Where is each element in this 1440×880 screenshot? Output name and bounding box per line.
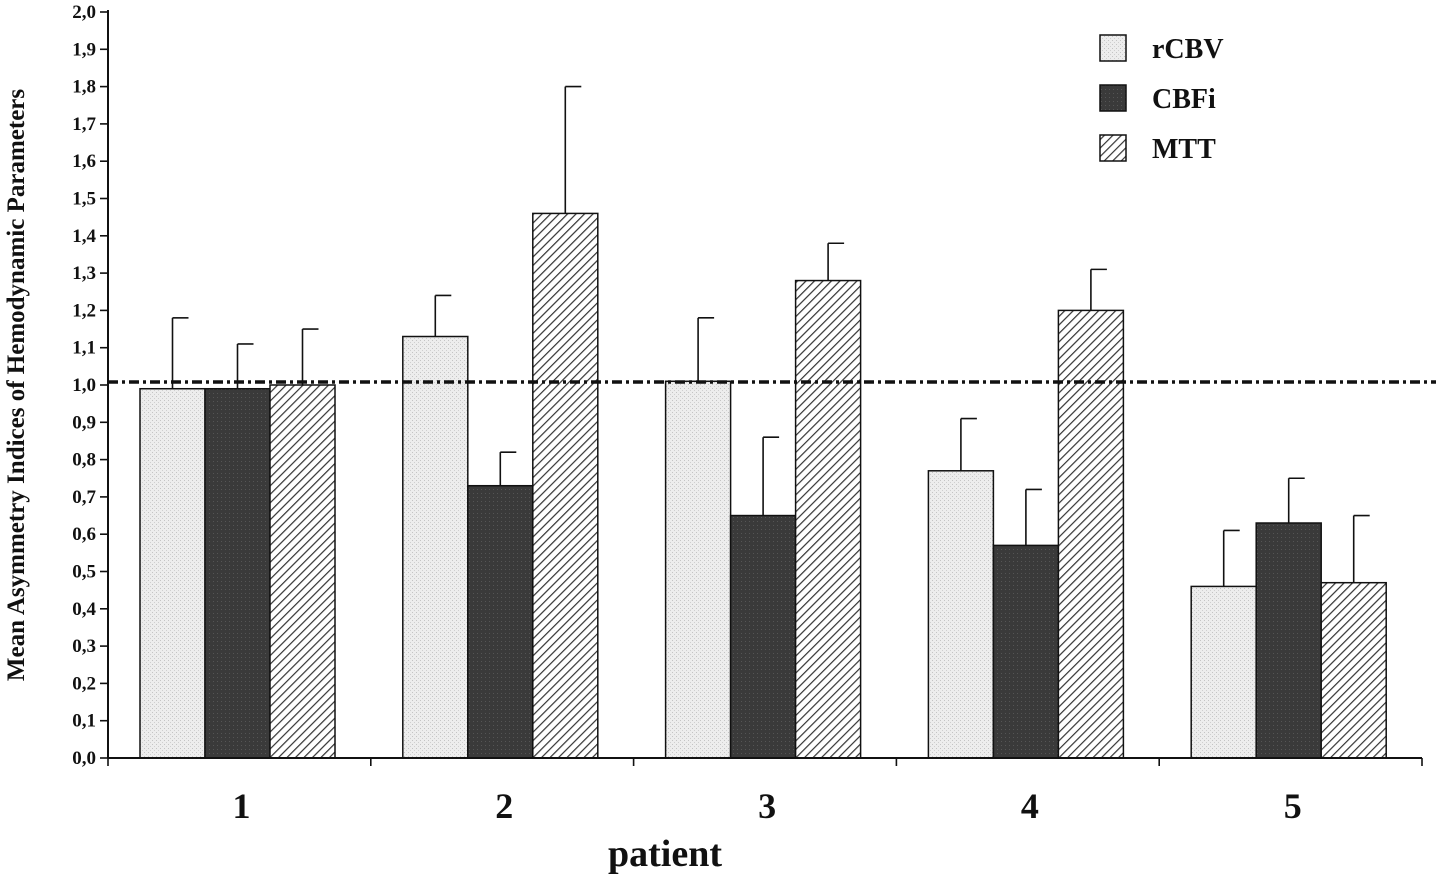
legend: rCBV CBFi MTT [1099,34,1224,165]
error-bar-mtt-patient-1 [301,328,319,385]
bar-mtt-patient-4 [1057,309,1125,759]
y-tick-label: 0,8 [72,450,96,471]
x-tick-label-patient-2: 2 [495,786,513,826]
x-tick-label-patient-1: 1 [233,786,251,826]
bar-rcbv-patient-4 [927,470,995,759]
bar-rcbv-patient-2 [402,335,469,759]
bar-cbfi-patient-1 [204,387,271,759]
error-bar-cbfi-patient-5 [1287,477,1305,524]
y-tick-label: 0,9 [72,412,96,433]
y-tick-label: 1,7 [72,114,96,135]
x-tick-label-patient-4: 4 [1021,786,1039,826]
error-bar-mtt-patient-5 [1352,514,1370,583]
y-tick-label: 0,5 [72,562,96,583]
error-bar-rcbv-patient-2 [434,294,452,337]
error-bar-mtt-patient-3 [827,242,845,281]
y-axis-label: Mean Asymmetry Indices of Hemodynamic Pa… [3,89,30,681]
y-tick-label: 0,7 [72,487,96,508]
error-bar-rcbv-patient-3 [697,317,715,382]
y-tick-label: 2,0 [72,2,96,23]
bar-cbfi-patient-2 [467,484,534,759]
y-tick-label: 1,3 [72,263,96,284]
y-tick-label: 1,6 [72,151,96,172]
bar-rcbv-patient-1 [139,387,206,759]
bar-mtt-patient-2 [532,212,599,759]
y-tick-label: 0,2 [72,673,96,694]
bar-mtt-patient-1 [269,384,336,759]
y-tick-label: 0,3 [72,636,96,657]
bars-layer [139,85,1387,759]
bar-mtt-patient-5 [1320,581,1387,759]
y-tick-label: 1,1 [72,338,96,359]
error-bar-rcbv-patient-1 [171,317,189,389]
bar-cbfi-patient-5 [1255,522,1322,759]
y-tick-label: 1,5 [72,189,96,210]
y-tick-label: 1,9 [72,39,96,60]
y-tick-label: 0,0 [72,748,96,769]
bar-rcbv-patient-3 [664,380,732,759]
legend-label-cbfi: CBFi [1152,84,1216,115]
error-bar-mtt-patient-2 [564,85,582,214]
y-tick-label: 1,2 [72,300,96,321]
error-bar-mtt-patient-4 [1090,268,1107,311]
axes-layer: 0,0 0,1 0,2 0,3 0,4 0,5 0,6 0,7 0,8 0,9 1,0 1,1 1,2 1… [72,2,1436,826]
legend-swatch-mtt [1099,134,1127,162]
y-tick-label: 1,0 [72,375,96,396]
y-tick-label: 0,6 [72,524,96,545]
y-tick-label: 1,4 [72,226,96,247]
legend-swatch-cbfi [1099,84,1127,112]
y-tick-label: 0,1 [72,711,96,732]
y-tick-label: 1,8 [72,77,96,98]
error-bar-cbfi-patient-3 [762,436,780,516]
x-tick-label-patient-5: 5 [1284,786,1302,826]
x-axis-label: patient [608,833,722,875]
bar-cbfi-patient-4 [992,544,1060,759]
error-bar-rcbv-patient-4 [960,417,977,471]
legend-label-mtt: MTT [1152,134,1216,165]
error-bar-rcbv-patient-5 [1222,529,1240,587]
y-tick-label: 0,4 [72,599,96,620]
error-bar-cbfi-patient-2 [499,451,517,486]
error-bar-cbfi-patient-4 [1025,488,1042,546]
x-tick-label-patient-3: 3 [758,786,776,826]
bar-cbfi-patient-3 [729,514,797,759]
legend-label-rcbv: rCBV [1152,34,1224,65]
bar-rcbv-patient-5 [1190,585,1257,759]
legend-swatch-rcbv [1099,34,1127,62]
bar-mtt-patient-3 [794,279,862,759]
